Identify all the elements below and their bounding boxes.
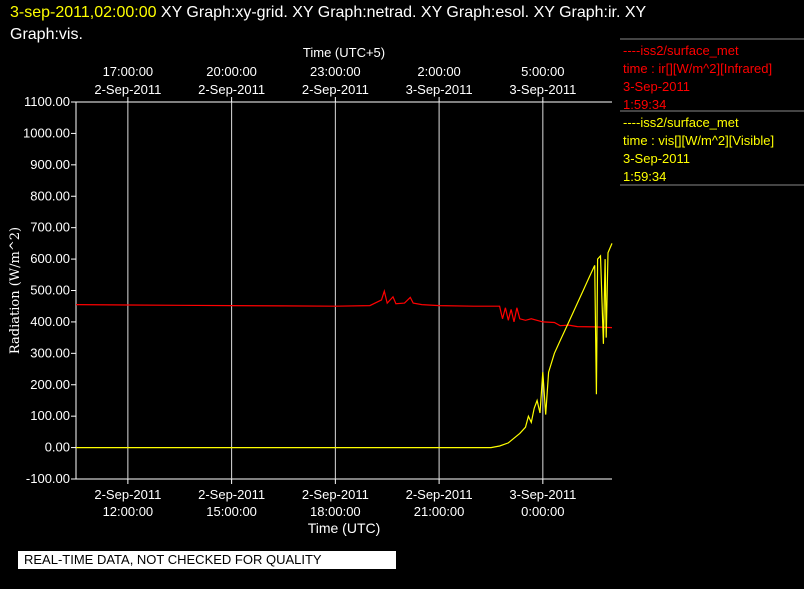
y-tick-label: 400.00 (30, 314, 70, 329)
y-tick-label: 1000.00 (23, 125, 70, 140)
quality-notice: REAL-TIME DATA, NOT CHECKED FOR QUALITY (18, 551, 396, 569)
top-tick-label-time: 20:00:00 (206, 64, 257, 79)
top-tick-label-date: 2-Sep-2011 (94, 82, 161, 97)
x-tick-label-time: 12:00:00 (103, 504, 154, 519)
top-tick-label-time: 23:00:00 (310, 64, 361, 79)
top-tick-label-time: 17:00:00 (103, 64, 154, 79)
x-tick-label-time: 21:00:00 (414, 504, 465, 519)
legend-variable: time : vis[][W/m^2][Visible] (623, 133, 775, 148)
x-tick-label-date: 2-Sep-2011 (94, 487, 161, 502)
legend-source: ----iss2/surface_met (623, 115, 739, 130)
graph-title-line-2: Graph:vis. (10, 26, 83, 43)
y-tick-label: 500.00 (30, 283, 70, 298)
y-tick-label: 900.00 (30, 157, 70, 172)
top-tick-label-date: 3-Sep-2011 (509, 82, 576, 97)
x-tick-label-time: 15:00:00 (206, 504, 257, 519)
y-tick-label: 600.00 (30, 251, 70, 266)
legend-date: 3-Sep-2011 (623, 151, 690, 166)
y-tick-label: 200.00 (30, 377, 70, 392)
legend-time: 1:59:34 (623, 169, 667, 184)
x-tick-label-date: 2-Sep-2011 (302, 487, 369, 502)
x-tick-label-time: 18:00:00 (310, 504, 361, 519)
legend-variable: time : ir[][W/m^2][Infrared] (623, 61, 773, 76)
y-tick-label: 1100.00 (24, 94, 70, 109)
timestamp: 3-sep-2011,02:00:00 (10, 4, 157, 21)
x-tick-label-date: 2-Sep-2011 (406, 487, 473, 502)
x-tick-label-time: 0:00:00 (521, 504, 564, 519)
series-line-vis (76, 243, 613, 449)
top-tick-label-date: 2-Sep-2011 (198, 82, 265, 97)
y-tick-label: 0.00 (45, 440, 70, 455)
legend-time: 1:59:34 (623, 97, 667, 112)
legend-entry-ir: ----iss2/surface_met time : ir[][W/m^2][… (623, 42, 772, 114)
series-line-ir (75, 288, 613, 329)
top-tick-label-date: 2-Sep-2011 (302, 82, 369, 97)
legend-date: 3-Sep-2011 (623, 79, 690, 94)
top-tick-label-date: 3-Sep-2011 (406, 82, 473, 97)
y-tick-label: 100.00 (30, 408, 70, 423)
top-tick-label-time: 2:00:00 (417, 64, 460, 79)
y-tick-label: 300.00 (30, 345, 70, 360)
legend-entry-vis: ----iss2/surface_met time : vis[][W/m^2]… (623, 114, 774, 186)
y-axis-label: Radiation (W/m^2) (8, 227, 23, 354)
legend-source: ----iss2/surface_met (623, 43, 739, 58)
y-tick-label: 800.00 (30, 188, 70, 203)
y-tick-label: 700.00 (30, 220, 70, 235)
graph-title-line-1: 3-sep-2011,02:00:00 XY Graph:xy-grid. XY… (10, 3, 646, 23)
x-tick-label-date: 3-Sep-2011 (509, 487, 576, 502)
graph-list: XY Graph:xy-grid. XY Graph:netrad. XY Gr… (156, 4, 647, 21)
x-tick-label-date: 2-Sep-2011 (198, 487, 265, 502)
x-axis-label: Time (UTC) (308, 520, 381, 536)
top-tick-label-time: 5:00:00 (521, 64, 564, 79)
top-axis-label: Time (UTC+5) (303, 45, 385, 60)
y-tick-label: -100.00 (26, 471, 70, 486)
